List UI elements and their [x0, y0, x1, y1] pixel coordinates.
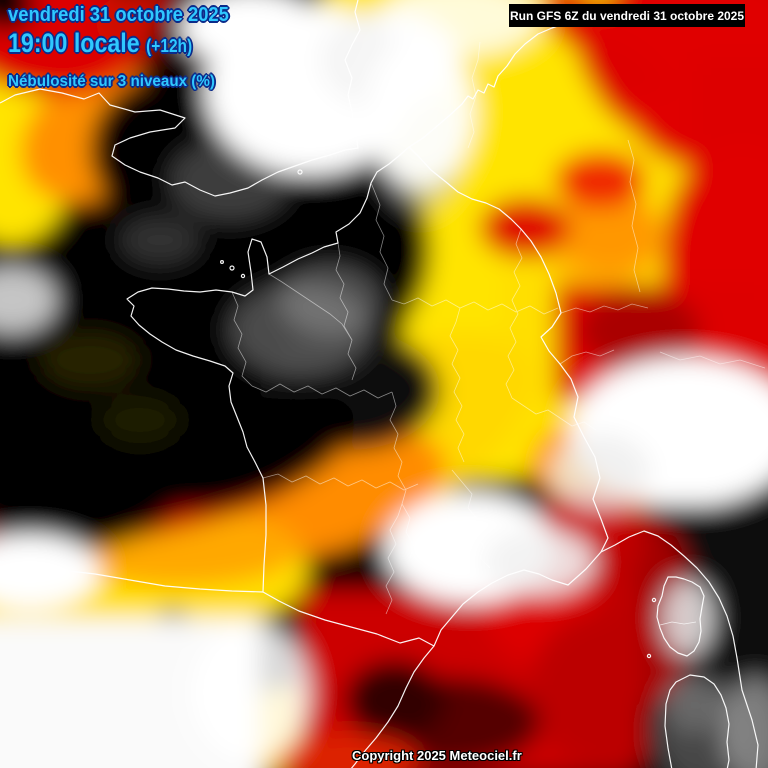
forecast-time-label: 19:00 locale	[8, 28, 140, 58]
forecast-date: vendredi 31 octobre 2025	[8, 4, 229, 26]
model-run-badge: Run GFS 6Z du vendredi 31 octobre 2025	[509, 4, 745, 27]
copyright-notice: Copyright 2025 Meteociel.fr	[352, 748, 522, 763]
forecast-time: 19:00 locale (+12h)	[8, 28, 214, 59]
parameter-label: Nébulosité sur 3 niveaux (%)	[8, 73, 215, 90]
forecast-offset: (+12h)	[146, 36, 193, 56]
department-borders	[231, 41, 766, 615]
forecast-header: vendredi 31 octobre 2025 19:00 locale (+…	[8, 4, 248, 91]
